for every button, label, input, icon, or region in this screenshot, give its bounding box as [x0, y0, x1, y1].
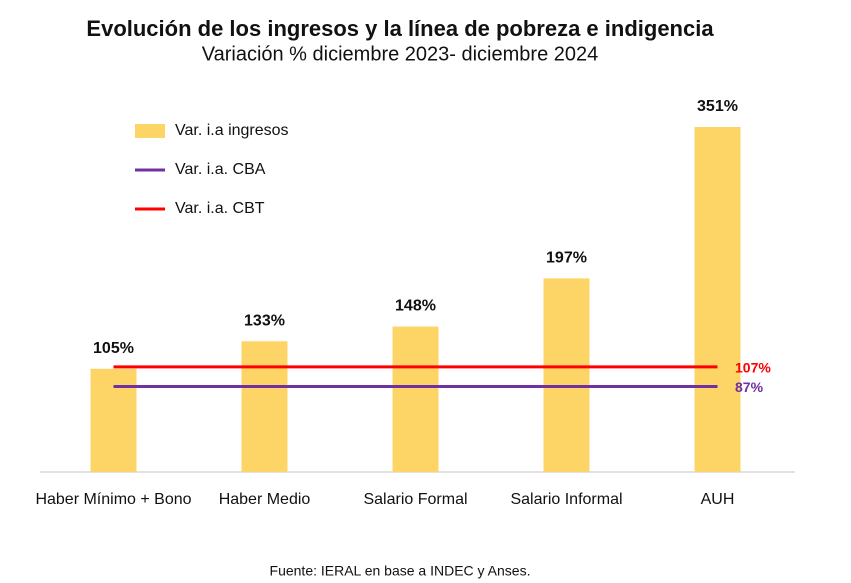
legend-label: Var. i.a ingresos	[175, 122, 289, 139]
chart-title: Evolución de los ingresos y la línea de …	[86, 16, 714, 41]
bar	[392, 326, 439, 472]
bar	[90, 368, 137, 472]
bar	[694, 127, 741, 472]
value-label: 105%	[93, 340, 134, 357]
x-tick-label: Salario Informal	[510, 491, 622, 508]
x-tick-label: Salario Formal	[363, 491, 467, 508]
bar	[241, 341, 288, 472]
value-label: 133%	[244, 312, 285, 329]
legend-label: Var. i.a. CBA	[175, 161, 266, 178]
legend-label: Var. i.a. CBT	[175, 200, 265, 217]
value-label: 197%	[546, 250, 587, 267]
x-tick-label: AUH	[701, 491, 735, 508]
bar	[543, 278, 590, 472]
reference-label: 107%	[735, 360, 771, 376]
reference-label: 87%	[735, 379, 764, 395]
legend-swatch	[135, 124, 165, 138]
x-tick-label: Haber Mínimo + Bono	[35, 491, 191, 508]
value-label: 148%	[395, 298, 436, 315]
value-label: 351%	[697, 98, 738, 115]
source-note: Fuente: IERAL en base a INDEC y Anses.	[270, 563, 531, 579]
chart-subtitle: Variación % diciembre 2023- diciembre 20…	[202, 43, 599, 65]
x-tick-label: Haber Medio	[219, 491, 311, 508]
